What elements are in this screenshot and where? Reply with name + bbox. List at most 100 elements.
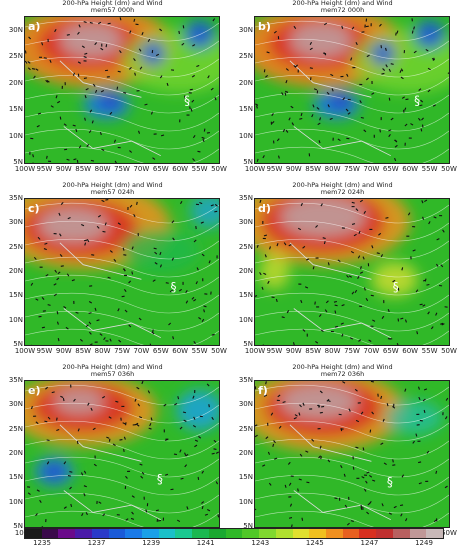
wind-barb	[46, 439, 50, 442]
map-plot: §	[254, 380, 450, 528]
wind-barb	[211, 333, 215, 336]
wind-barb	[137, 403, 141, 407]
wind-barb	[84, 52, 88, 55]
wind-barb	[299, 117, 303, 120]
wind-barb	[133, 58, 136, 62]
wind-barb	[172, 336, 175, 340]
map-plot: §	[254, 16, 450, 164]
wind-barb	[299, 453, 303, 457]
height-blob	[176, 389, 219, 431]
wind-barb	[401, 474, 405, 478]
lat-label: 30N	[238, 26, 253, 34]
wind-barb	[386, 403, 389, 407]
lon-label: 80W	[94, 347, 111, 355]
lat-label: 20N	[238, 267, 253, 275]
coastline	[289, 242, 391, 339]
wind-barb	[27, 492, 31, 496]
wind-barb	[404, 388, 407, 392]
wind-barb	[91, 120, 94, 124]
contour-line	[25, 420, 219, 442]
wind-barb	[41, 42, 44, 46]
wind-barb	[164, 473, 169, 476]
wind-barb	[183, 95, 186, 99]
height-blob	[44, 464, 64, 479]
wind-barb	[159, 28, 163, 32]
contour-line	[25, 202, 219, 224]
wind-barb	[144, 103, 148, 106]
wind-barb	[421, 117, 424, 121]
wind-barb	[302, 329, 306, 332]
wind-barb	[81, 45, 85, 49]
wind-barb	[382, 418, 385, 422]
wind-barb	[269, 246, 271, 250]
height-blob	[141, 41, 165, 66]
wind-barb	[388, 129, 392, 132]
wind-barb	[267, 451, 271, 455]
wind-barb	[106, 436, 110, 439]
wind-barb	[319, 117, 322, 121]
lon-label: 70W	[363, 347, 380, 355]
wind-barb	[171, 257, 175, 261]
wind-barb	[341, 333, 344, 337]
panel-subtitle: mem57 024h	[90, 188, 135, 196]
lat-label: 20N	[8, 78, 23, 87]
wind-barb	[418, 461, 422, 464]
wind-barb	[400, 513, 403, 517]
hurricane-symbol-icon: §	[171, 280, 177, 294]
wind-barb	[214, 203, 218, 207]
wind-barb	[97, 214, 101, 218]
wind-barb	[63, 123, 67, 127]
wind-barb	[351, 201, 355, 204]
wind-barb	[265, 74, 269, 78]
wind-barb	[44, 420, 48, 423]
wind-barb	[266, 51, 270, 54]
wind-barb	[122, 422, 126, 425]
colorbar-swatch	[426, 529, 443, 538]
wind-barb	[283, 242, 287, 246]
wind-barb	[69, 471, 73, 473]
wind-barb	[315, 225, 319, 228]
wind-barb	[152, 329, 154, 333]
wind-barb	[31, 68, 36, 70]
lon-label: 80W	[324, 347, 341, 355]
wind-barb	[293, 25, 297, 29]
lon-label: 65W	[152, 165, 169, 173]
wind-barb	[354, 289, 358, 293]
wind-barb	[331, 88, 334, 92]
wind-barb	[77, 73, 80, 77]
wind-barb	[123, 254, 127, 256]
wind-barb	[47, 416, 51, 420]
wind-barb	[90, 407, 93, 411]
wind-barb	[178, 30, 180, 35]
wind-barb	[139, 463, 143, 466]
wind-barb	[37, 236, 41, 240]
height-field-map: §	[25, 199, 219, 345]
wind-barb	[136, 201, 138, 205]
wind-barb	[27, 67, 31, 71]
lat-label: 20N	[238, 449, 253, 457]
wind-barb	[420, 128, 423, 132]
wind-barb	[186, 506, 189, 510]
wind-barb	[277, 394, 281, 398]
wind-barb	[138, 130, 141, 134]
wind-barb	[423, 409, 426, 414]
wind-barb	[392, 405, 396, 409]
wind-barb	[318, 140, 321, 144]
wind-barb	[154, 251, 158, 255]
wind-barb	[305, 258, 310, 261]
wind-barb	[83, 56, 87, 59]
wind-barb	[275, 298, 278, 303]
wind-barb	[293, 417, 297, 420]
contour-line	[25, 238, 219, 260]
coastline	[289, 424, 391, 521]
wind-barb	[77, 428, 80, 432]
wind-barb	[289, 503, 293, 507]
wind-barb	[130, 517, 135, 520]
wind-barb	[98, 501, 102, 504]
wind-barb	[278, 425, 282, 429]
wind-barb	[271, 121, 275, 124]
contour-line	[25, 74, 219, 96]
lat-label: 35N	[8, 376, 23, 384]
wind-barb	[383, 462, 387, 466]
wind-barb	[182, 411, 187, 414]
